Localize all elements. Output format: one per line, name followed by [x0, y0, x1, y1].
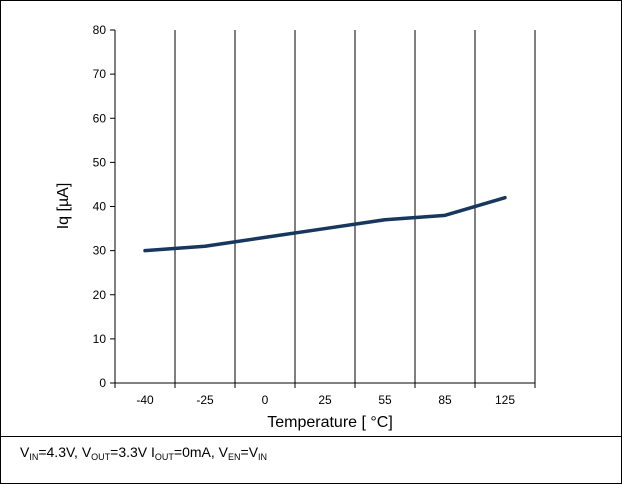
x-tick-label: -40 — [136, 393, 154, 407]
y-tick-label: 40 — [93, 200, 107, 214]
x-axis-label: Temperature [ °C] — [267, 414, 393, 431]
caption-sub-en: EN — [228, 452, 241, 462]
data-point — [143, 249, 147, 253]
y-tick-label: 80 — [93, 23, 107, 37]
plot-area: 0 10 20 30 40 50 60 70 80 -40 -25 0 25 55 85 125 — [93, 23, 536, 407]
caption-sub-out: OUT — [91, 452, 111, 462]
y-tick-label: 50 — [93, 155, 107, 169]
data-point — [263, 235, 267, 239]
caption-eq-v: =V — [240, 444, 259, 460]
x-tick-label: 125 — [495, 393, 515, 407]
data-point — [503, 196, 507, 200]
data-point — [443, 213, 447, 217]
y-tick-label: 10 — [93, 332, 107, 346]
y-tick-label: 60 — [93, 111, 107, 125]
y-tick-label: 0 — [99, 376, 106, 390]
caption-iout-value: =0mA, V — [173, 444, 229, 460]
test-conditions-caption: VIN=4.3V, VOUT=3.3V IOUT=0mA, VEN=VIN — [20, 444, 268, 462]
data-point — [383, 218, 387, 222]
caption-sub-in-2: IN — [258, 452, 268, 462]
data-point — [203, 244, 207, 248]
x-tick-label: 0 — [262, 393, 269, 407]
y-tick-label: 20 — [93, 288, 107, 302]
y-axis-label: Iq [µA] — [55, 183, 72, 230]
caption-vin-value: =4.3V, V — [38, 444, 92, 460]
x-tick-label: -25 — [196, 393, 214, 407]
x-tick-label: 85 — [438, 393, 452, 407]
data-point — [323, 227, 327, 231]
caption-v-in: V — [20, 444, 30, 460]
caption-vout-value: =3.3V I — [110, 444, 155, 460]
x-tick-label: 25 — [318, 393, 332, 407]
caption-sub-out-current: OUT — [154, 452, 174, 462]
x-tick-label: 55 — [378, 393, 392, 407]
y-tick-label: 70 — [93, 67, 107, 81]
caption-sub-in: IN — [29, 452, 39, 462]
y-tick-label: 30 — [93, 244, 107, 258]
